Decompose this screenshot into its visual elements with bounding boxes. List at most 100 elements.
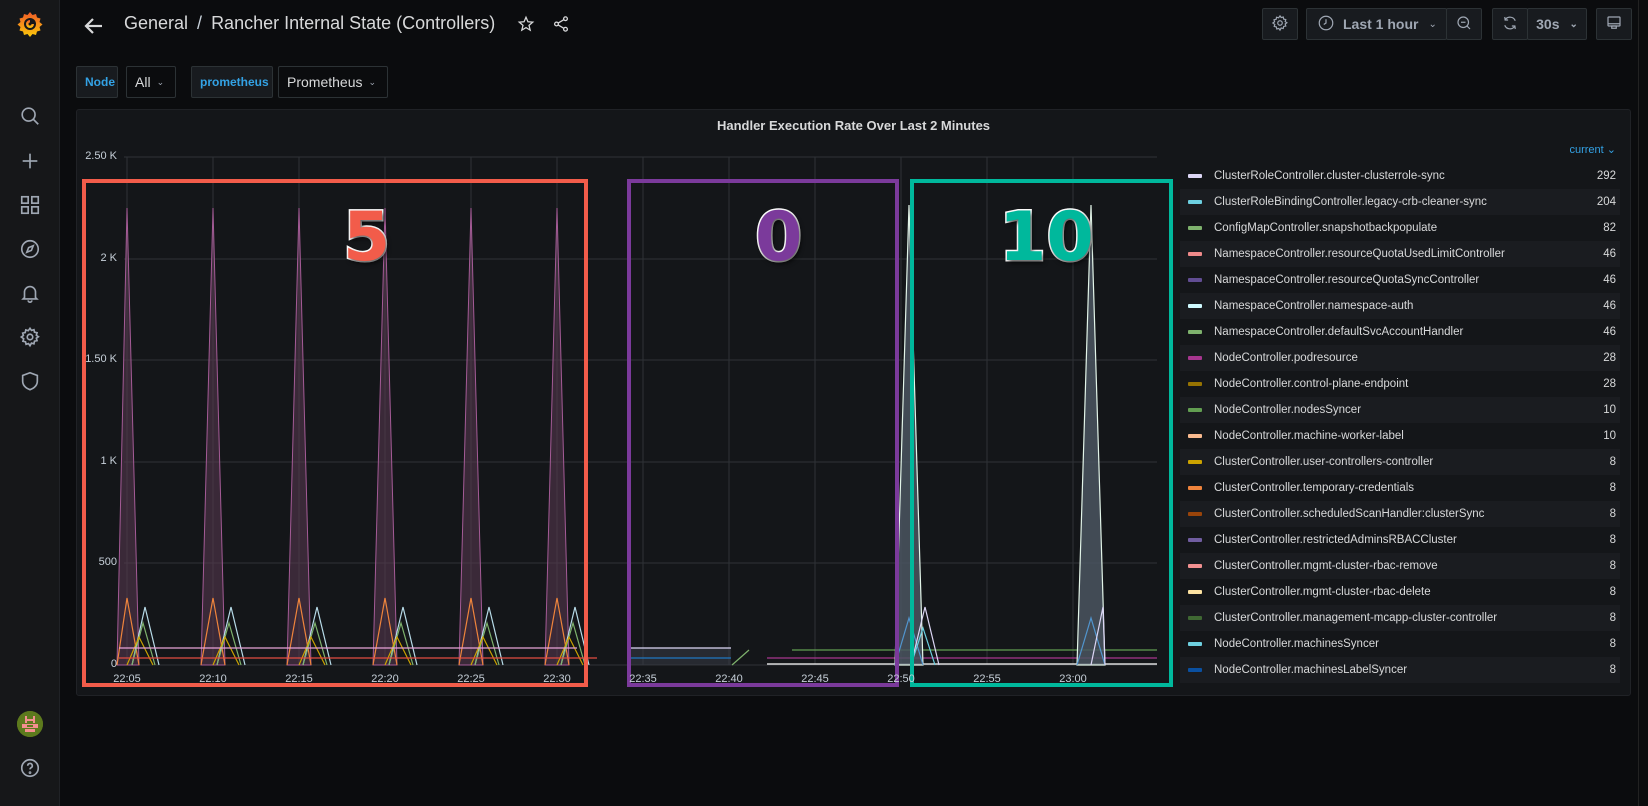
- legend-current-value: 8: [1609, 664, 1616, 676]
- legend-color-swatch-icon[interactable]: [1188, 200, 1202, 204]
- legend-item[interactable]: ClusterRoleController.cluster-clusterrol…: [1180, 163, 1620, 189]
- legend-color-swatch-icon[interactable]: [1188, 460, 1202, 464]
- legend-color-swatch-icon[interactable]: [1188, 642, 1202, 646]
- legend-current-value: 8: [1609, 508, 1616, 520]
- zoom-out-icon: [1455, 14, 1473, 35]
- legend-color-swatch-icon[interactable]: [1188, 226, 1202, 230]
- page-title[interactable]: Rancher Internal State (Controllers): [211, 13, 496, 33]
- legend-item[interactable]: NodeController.machinesLabelSyncer 8: [1180, 657, 1620, 683]
- legend-color-swatch-icon[interactable]: [1188, 252, 1202, 256]
- monitor-icon: [1605, 14, 1623, 35]
- star-icon[interactable]: [517, 15, 537, 35]
- compass-icon[interactable]: [18, 237, 42, 261]
- legend-color-swatch-icon[interactable]: [1188, 486, 1202, 490]
- legend-color-swatch-icon[interactable]: [1188, 564, 1202, 568]
- page-scrollbar[interactable]: [1638, 0, 1648, 806]
- zoom-out-button[interactable]: [1446, 8, 1482, 40]
- bell-icon[interactable]: [18, 281, 42, 305]
- legend-item[interactable]: ClusterController.user-controllers-contr…: [1180, 449, 1620, 475]
- legend-item[interactable]: ClusterController.restrictedAdminsRBACCl…: [1180, 527, 1620, 553]
- legend-current-value: 204: [1596, 196, 1616, 208]
- legend-item[interactable]: ClusterController.scheduledScanHandler:c…: [1180, 501, 1620, 527]
- gear-icon: [1271, 14, 1289, 35]
- legend-item[interactable]: ConfigMapController.snapshotbackpopulate…: [1180, 215, 1620, 241]
- legend-item[interactable]: NodeController.control-plane-endpoint 28: [1180, 371, 1620, 397]
- chevron-down-icon: ⌄: [156, 76, 165, 87]
- legend-item[interactable]: NodeController.machinesSyncer 8: [1180, 631, 1620, 657]
- help-icon[interactable]: [18, 756, 42, 780]
- refresh-icon: [1501, 14, 1519, 35]
- legend-sort-current[interactable]: current ⌄: [1569, 143, 1616, 156]
- legend-item[interactable]: ClusterController.temporary-credentials 8: [1180, 475, 1620, 501]
- refresh-interval-picker[interactable]: 30s ⌄: [1527, 8, 1587, 40]
- gear-icon[interactable]: [18, 325, 42, 349]
- legend-color-swatch-icon[interactable]: [1188, 382, 1202, 386]
- legend-item[interactable]: NamespaceController.namespace-auth 46: [1180, 293, 1620, 319]
- legend-item[interactable]: ClusterController.management-mcapp-clust…: [1180, 605, 1620, 631]
- annotation-label-10: 10: [998, 197, 1096, 279]
- legend-color-swatch-icon[interactable]: [1188, 512, 1202, 516]
- shield-icon[interactable]: [18, 369, 42, 393]
- legend-item[interactable]: NodeController.machine-worker-label 10: [1180, 423, 1620, 449]
- legend-current-value: 46: [1603, 326, 1616, 338]
- variable-select-node[interactable]: All ⌄: [126, 66, 176, 98]
- legend-current-value: 8: [1609, 456, 1616, 468]
- chevron-down-icon: ⌄: [1606, 144, 1616, 156]
- legend-series-name: ClusterController.mgmt-cluster-rbac-dele…: [1214, 586, 1431, 598]
- x-axis-tick: 22:55: [973, 673, 1001, 685]
- legend-item[interactable]: ClusterRoleBindingController.legacy-crb-…: [1180, 189, 1620, 215]
- grafana-logo-icon[interactable]: [16, 10, 44, 38]
- legend-color-swatch-icon[interactable]: [1188, 356, 1202, 360]
- plus-icon[interactable]: [18, 149, 42, 173]
- legend-item[interactable]: NamespaceController.resourceQuotaSyncCon…: [1180, 267, 1620, 293]
- legend-item[interactable]: NamespaceController.defaultSvcAccountHan…: [1180, 319, 1620, 345]
- annotation-label-5: 5: [341, 197, 391, 279]
- x-axis-tick: 23:00: [1059, 673, 1087, 685]
- search-icon[interactable]: [18, 104, 42, 128]
- breadcrumb: General / Rancher Internal State (Controll…: [124, 13, 495, 34]
- legend-item[interactable]: NamespaceController.resourceQuotaUsedLim…: [1180, 241, 1620, 267]
- y-axis-tick: 1.50 K: [85, 353, 117, 365]
- tv-mode-button[interactable]: [1596, 8, 1632, 40]
- breadcrumb-folder[interactable]: General: [124, 13, 189, 33]
- share-icon[interactable]: [552, 15, 572, 35]
- legend-item[interactable]: NodeController.podresource 28: [1180, 345, 1620, 371]
- legend-item[interactable]: ClusterController.mgmt-cluster-rbac-remo…: [1180, 553, 1620, 579]
- legend-color-swatch-icon[interactable]: [1188, 668, 1202, 672]
- legend-current-value: 8: [1609, 482, 1616, 494]
- legend-series-name: NodeController.control-plane-endpoint: [1214, 378, 1409, 390]
- legend-current-value: 28: [1603, 378, 1616, 390]
- x-axis-tick: 22:40: [715, 673, 743, 685]
- legend-series-name: ClusterController.management-mcapp-clust…: [1214, 612, 1498, 624]
- legend-color-swatch-icon[interactable]: [1188, 590, 1202, 594]
- variable-value-node: All: [135, 74, 151, 90]
- legend-color-swatch-icon[interactable]: [1188, 174, 1202, 178]
- chevron-down-icon: ⌄: [368, 76, 377, 87]
- legend-current-value: 82: [1603, 222, 1616, 234]
- legend-series-name: NodeController.nodesSyncer: [1214, 404, 1362, 416]
- y-axis-tick: 0: [110, 658, 117, 670]
- avatar[interactable]: [17, 711, 43, 737]
- legend-color-swatch-icon[interactable]: [1188, 304, 1202, 308]
- legend-color-swatch-icon[interactable]: [1188, 278, 1202, 282]
- legend-series-name: ClusterRoleController.cluster-clusterrol…: [1214, 170, 1445, 182]
- legend-series-name: NamespaceController.resourceQuotaUsedLim…: [1214, 248, 1505, 260]
- dashboards-grid-icon[interactable]: [18, 193, 42, 217]
- legend-color-swatch-icon[interactable]: [1188, 538, 1202, 542]
- legend-item[interactable]: NodeController.nodesSyncer 10: [1180, 397, 1620, 423]
- legend-item[interactable]: ClusterController.mgmt-cluster-rbac-dele…: [1180, 579, 1620, 605]
- refresh-button[interactable]: [1492, 8, 1528, 40]
- graph-plot-area[interactable]: [77, 110, 1182, 697]
- legend-color-swatch-icon[interactable]: [1188, 434, 1202, 438]
- legend-header-label: current: [1569, 144, 1604, 156]
- dashboard-settings-button[interactable]: [1262, 8, 1298, 40]
- time-range-picker[interactable]: Last 1 hour ⌄: [1306, 8, 1447, 40]
- legend-color-swatch-icon[interactable]: [1188, 408, 1202, 412]
- legend-color-swatch-icon[interactable]: [1188, 616, 1202, 620]
- back-arrow-icon[interactable]: [82, 14, 106, 38]
- legend-series-name: ClusterController.scheduledScanHandler:c…: [1214, 508, 1485, 520]
- variable-select-datasource[interactable]: Prometheus ⌄: [278, 66, 388, 98]
- legend-current-value: 10: [1603, 404, 1616, 416]
- panel-title[interactable]: Handler Execution Rate Over Last 2 Minut…: [716, 118, 991, 133]
- legend-color-swatch-icon[interactable]: [1188, 330, 1202, 334]
